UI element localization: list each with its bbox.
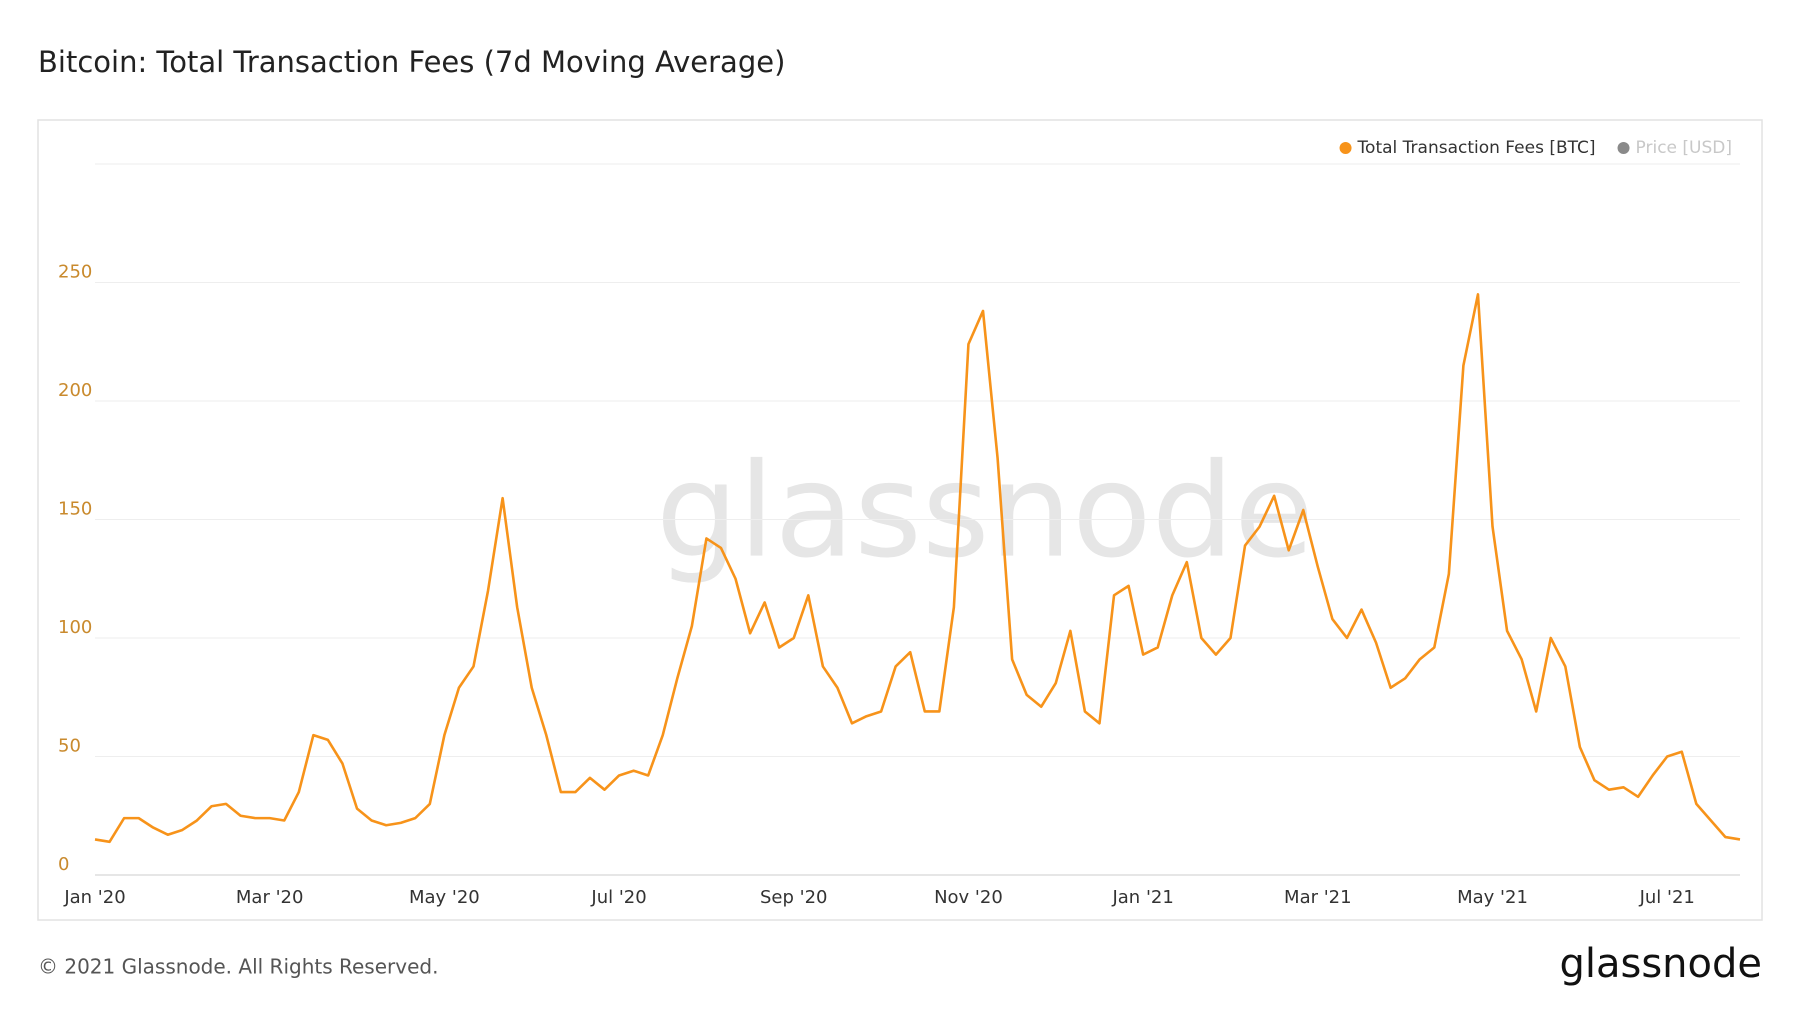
y-tick-label: 100 bbox=[58, 617, 92, 638]
x-tick-label: Mar '21 bbox=[1284, 887, 1352, 908]
y-tick-label: 200 bbox=[58, 380, 92, 401]
y-tick-label: 250 bbox=[58, 262, 92, 283]
x-tick-label: May '21 bbox=[1457, 887, 1528, 908]
x-tick-label: Jan '21 bbox=[1111, 887, 1173, 908]
chart-title: Bitcoin: Total Transaction Fees (7d Movi… bbox=[38, 45, 785, 79]
chart-frame bbox=[37, 119, 1763, 921]
legend-label[interactable]: Price [USD] bbox=[1636, 138, 1732, 158]
watermark: glassnode bbox=[656, 435, 1314, 587]
footer: © 2021 Glassnode. All Rights Reserved. bbox=[38, 955, 438, 979]
logo: glassnode bbox=[1559, 941, 1762, 987]
x-tick-label: Sep '20 bbox=[760, 887, 828, 908]
legend-dot[interactable] bbox=[1617, 142, 1630, 154]
legend-label[interactable]: Total Transaction Fees [BTC] bbox=[1357, 138, 1596, 158]
fee-line bbox=[94, 293, 1741, 844]
x-tick-label: Nov '20 bbox=[934, 887, 1003, 908]
y-tick-label: 150 bbox=[58, 499, 92, 520]
x-tick-label: Mar '20 bbox=[236, 887, 304, 908]
x-tick-label: Jul '21 bbox=[1639, 887, 1695, 908]
x-tick-label: May '20 bbox=[409, 887, 480, 908]
y-tick-label: 50 bbox=[58, 736, 81, 757]
x-tick-label: Jul '20 bbox=[590, 887, 646, 908]
y-tick-label: 0 bbox=[58, 854, 69, 875]
x-tick-label: Jan '20 bbox=[63, 887, 125, 908]
legend-dot[interactable] bbox=[1339, 142, 1352, 154]
